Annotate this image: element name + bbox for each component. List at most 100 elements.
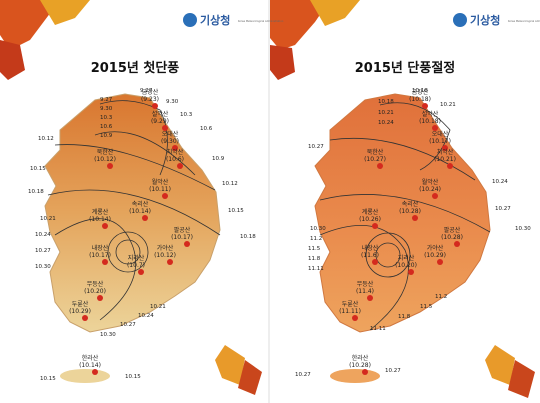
isoline-label: 10.9 <box>212 156 225 162</box>
isoline-label: 10.12 <box>38 136 54 142</box>
mountain-name: 북한산 <box>367 148 384 156</box>
mountain-name: 두륜산 <box>72 300 89 308</box>
isoline-label: 10.18 <box>28 189 44 195</box>
isoline-label: 10.30 <box>100 332 116 338</box>
mountain-date: (9.30) <box>161 138 179 145</box>
isoline-label: 10.18 <box>240 234 256 240</box>
mountain-date: (11.4) <box>356 288 374 295</box>
isoline-label: 10.24 <box>492 179 508 185</box>
mountain-name: 금강산 <box>412 88 429 96</box>
mountain-date: (10.27) <box>364 156 386 163</box>
mountain-date: (9.29) <box>151 118 169 125</box>
mountain-date: (9.23) <box>141 96 159 103</box>
mountain-name: 월악산 <box>422 178 439 186</box>
mountain-marker <box>172 145 178 151</box>
mountain-date: (10.28) <box>399 208 421 215</box>
mountain-marker <box>352 315 358 321</box>
mountain-date: (10.6) <box>166 156 184 163</box>
isoline-label: 10.15 <box>40 376 56 382</box>
mountain-name: 무등산 <box>357 280 374 288</box>
mountain-date: (10.29) <box>69 308 91 315</box>
mountain-marker <box>92 369 98 375</box>
isoline-label: 10.21 <box>440 102 456 108</box>
mountain-date: (10.21) <box>434 156 456 163</box>
mountain-name: 금강산 <box>142 88 159 96</box>
mountain-date: (11.6) <box>361 252 379 259</box>
mountain-date: (10.14) <box>129 208 151 215</box>
logo-name: 기상청 <box>470 13 500 27</box>
isoline-label: 11.2 <box>310 236 322 242</box>
mountain-name: 계룡산 <box>92 208 109 216</box>
logo-name: 기상청 <box>200 13 230 27</box>
isoline-label: 10.21 <box>40 216 56 222</box>
isoline-label: 10.15 <box>30 166 46 172</box>
isoline-label: 10.3 <box>180 112 193 118</box>
mountain-marker <box>367 295 373 301</box>
isoline-label: 10.24 <box>35 232 51 238</box>
logo-subtitle: Korea Meteorological Administration <box>238 19 284 23</box>
isoline-label: 10.6 <box>100 124 113 130</box>
mountain-name: 계룡산 <box>362 208 379 216</box>
mountain-name: 두륜산 <box>342 300 359 308</box>
isoline-label: 11.5 <box>308 246 321 252</box>
mountain-name: 내장산 <box>362 244 379 252</box>
isoline-label: 10.18 <box>412 88 428 94</box>
mountain-marker <box>162 193 168 199</box>
isoline-label: 10.27 <box>385 368 401 374</box>
mountain-marker <box>142 215 148 221</box>
mountain-marker <box>447 163 453 169</box>
mountain-marker <box>432 125 438 131</box>
isoline-label: 9.27 <box>140 88 153 94</box>
mountain-marker <box>442 145 448 151</box>
mountain-date: (10.14) <box>89 216 111 223</box>
mountain-marker <box>454 241 460 247</box>
isoline-label: 10.27 <box>35 248 51 254</box>
mountain-marker <box>372 259 378 265</box>
isoline-label: 10.30 <box>35 264 51 270</box>
mountain-date: (10.28) <box>349 362 371 369</box>
mountain-name: 치악산 <box>167 148 184 156</box>
isoline-label: 10.27 <box>308 144 324 150</box>
mountain-marker <box>177 163 183 169</box>
isoline-label: 11.2 <box>435 294 447 300</box>
mountain-marker <box>152 103 158 109</box>
isoline-label: 9.30 <box>166 99 179 105</box>
mountain-name: 북한산 <box>97 148 114 156</box>
mountain-marker <box>102 223 108 229</box>
isoline-label: 10.12 <box>222 181 238 187</box>
mountain-name: 설악산 <box>422 110 439 118</box>
mountain-date: (10.20) <box>84 288 106 295</box>
mountain-date: (10.18) <box>419 118 441 125</box>
mountain-marker <box>167 259 173 265</box>
mountain-date: (10.11) <box>149 186 171 193</box>
mountain-marker <box>408 269 414 275</box>
mountain-name: 월악산 <box>152 178 169 186</box>
isoline-label: 10.30 <box>515 226 531 232</box>
isoline-label: 11.8 <box>308 256 321 262</box>
panel: 기상청 Korea Meteorological Administration 20… <box>28 13 284 382</box>
mountain-name: 팔공산 <box>444 226 461 234</box>
mountain-name: 무등산 <box>87 280 104 288</box>
mountain-name: 한라산 <box>352 354 369 362</box>
mountain-name: 내장산 <box>92 244 109 252</box>
mountain-marker <box>102 259 108 265</box>
isoline-label: 10.24 <box>138 313 154 319</box>
mountain-marker <box>437 259 443 265</box>
mountain-name: 치악산 <box>437 148 454 156</box>
logo-icon <box>453 13 467 27</box>
isoline-label: 10.6 <box>200 126 213 132</box>
mountain-name: 속리산 <box>402 200 419 208</box>
mountain-date: (11.11) <box>339 308 361 315</box>
isoline-label: 10.15 <box>228 208 244 214</box>
mountain-marker <box>432 193 438 199</box>
mountain-date: (10.29) <box>424 252 446 259</box>
mountain-name: 가야산 <box>157 244 174 252</box>
isoline-label: 10.27 <box>295 372 311 378</box>
mountain-date: (10.14) <box>79 362 101 369</box>
mountain-marker <box>422 103 428 109</box>
mountain-marker <box>377 163 383 169</box>
isoline-label: 10.9 <box>100 133 113 139</box>
isoline-label: 10.18 <box>378 99 394 105</box>
mountain-marker <box>362 369 368 375</box>
isoline-label: 9.30 <box>100 106 113 112</box>
